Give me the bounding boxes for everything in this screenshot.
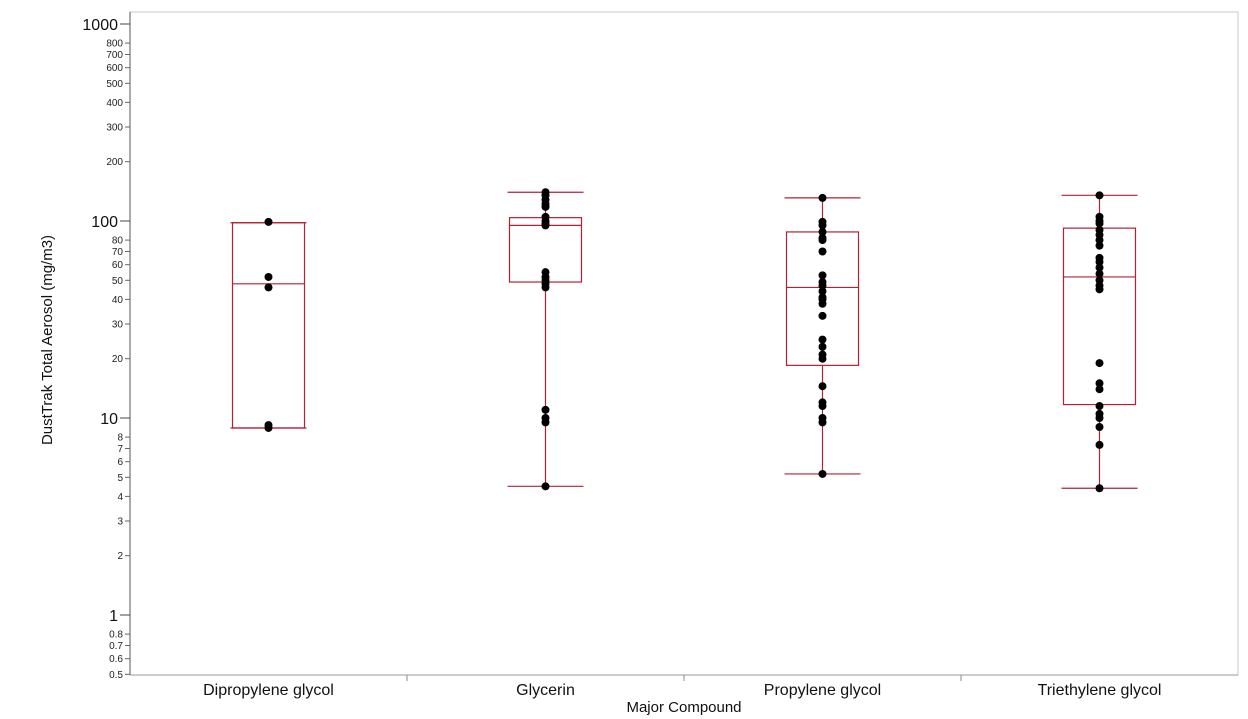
data-point: [264, 283, 273, 292]
data-point: [818, 342, 827, 351]
data-point: [818, 227, 827, 236]
data-point: [1095, 385, 1104, 394]
box-series: [230, 188, 1138, 493]
data-point: [1095, 236, 1104, 245]
x-axis-title: Major Compound: [626, 699, 741, 716]
y-minor-tick-label: 300: [106, 123, 123, 134]
box-group: [784, 193, 861, 478]
x-tick-label: Dipropylene glycol: [203, 682, 334, 699]
data-point: [818, 382, 827, 391]
y-minor-tick-label: 2: [117, 551, 123, 562]
data-point: [1095, 423, 1104, 432]
data-point: [818, 281, 827, 290]
data-point: [818, 469, 827, 478]
y-axis: 1 10 100 1000 0.5 0.6 0.70.8 2 3 4 5 6 78 20 30 40 50 60 7…: [82, 12, 131, 681]
y-minor-tick-label: 6: [117, 457, 123, 468]
box-group: [1061, 191, 1138, 493]
data-point: [1095, 379, 1104, 388]
y-minor-tick-label: 700: [106, 50, 123, 61]
data-point: [1095, 359, 1104, 368]
y-minor-tick-label: 0.6: [109, 654, 123, 665]
data-point: [264, 272, 273, 281]
y-tick-label: 10: [100, 411, 118, 428]
y-minor-tick-label: 60: [112, 260, 124, 271]
y-minor-tick-label: 8: [117, 433, 123, 444]
data-point: [541, 418, 550, 427]
data-point: [1095, 257, 1104, 266]
data-point: [818, 402, 827, 411]
data-point: [1095, 191, 1104, 200]
y-axis-title: DustTrak Total Aerosol (mg/m3): [39, 235, 56, 445]
y-minor-tick-label: 80: [112, 236, 124, 247]
x-tick-label: Triethylene glycol: [1038, 682, 1162, 699]
y-minor-tick-label: 600: [106, 63, 123, 74]
plot-frame: [129, 11, 1239, 676]
y-minor-tick-label: 40: [112, 295, 124, 306]
x-tick-label: Propylene glycol: [764, 682, 881, 699]
data-point: [818, 311, 827, 320]
data-point: [818, 247, 827, 256]
y-tick-label: 1: [109, 608, 118, 625]
data-point: [1095, 402, 1104, 411]
y-minor-tick-label: 800: [106, 39, 123, 50]
box-group: [507, 188, 584, 491]
y-minor-tick-label: 5: [117, 473, 123, 484]
data-point: [1095, 269, 1104, 278]
y-minor-tick-label: 7: [117, 444, 123, 455]
y-minor-tick-label: 0.7: [109, 641, 123, 652]
data-point: [541, 283, 550, 292]
y-minor-tick-label: 70: [112, 247, 124, 258]
x-axis: Dipropylene glycol Glycerin Propylene glyc…: [130, 674, 1238, 699]
y-minor-tick-label: 20: [112, 354, 124, 365]
y-tick-label: 100: [91, 214, 118, 231]
data-point: [1095, 440, 1104, 449]
data-point: [818, 354, 827, 363]
data-point: [541, 221, 550, 230]
data-point: [818, 299, 827, 308]
data-point: [1095, 285, 1104, 294]
box-group: [230, 217, 307, 432]
data-point: [541, 202, 550, 211]
data-point: [1095, 219, 1104, 228]
y-minor-tick-label: 50: [112, 276, 124, 287]
y-tick-label: 1000: [82, 17, 118, 34]
data-point: [818, 236, 827, 245]
y-minor-tick-label: 400: [106, 98, 123, 109]
data-point: [818, 271, 827, 280]
y-minor-tick-label: 30: [112, 320, 124, 331]
data-point: [1095, 484, 1104, 493]
data-point: [818, 221, 827, 230]
data-point: [818, 335, 827, 344]
x-tick-label: Glycerin: [516, 682, 575, 699]
y-minor-tick-label: 0.5: [109, 670, 123, 681]
data-point: [264, 217, 273, 226]
data-point: [818, 287, 827, 296]
y-minor-tick-label: 500: [106, 79, 123, 90]
y-minor-tick-label: 200: [106, 157, 123, 168]
data-point: [1095, 241, 1104, 250]
data-point: [818, 193, 827, 202]
y-minor-tick-label: 3: [117, 517, 123, 528]
data-point: [541, 405, 550, 414]
data-point: [818, 418, 827, 427]
data-point: [1095, 414, 1104, 422]
y-minor-tick-label: 4: [117, 492, 123, 503]
y-minor-tick-label: 0.8: [109, 630, 123, 641]
data-point: [1095, 263, 1104, 272]
data-point: [541, 482, 550, 491]
data-point: [264, 423, 273, 432]
